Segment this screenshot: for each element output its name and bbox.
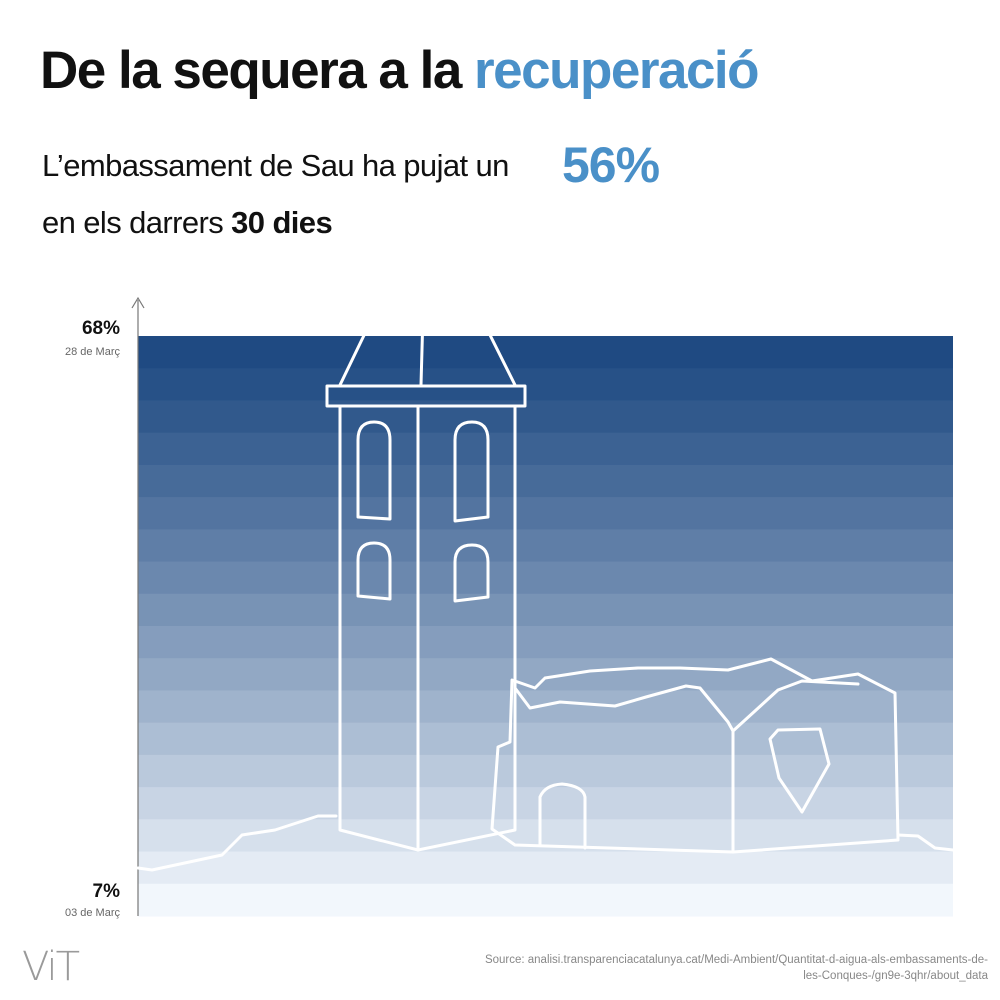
source-note: Source: analisi.transparenciacatalunya.c…: [484, 954, 988, 982]
title-accent: recuperació: [474, 41, 759, 100]
church-door-arch: [538, 782, 587, 850]
water-band: [138, 336, 953, 369]
title-main: De la sequera a la: [40, 41, 462, 100]
spire-outline: [338, 205, 517, 387]
water-band: [138, 497, 953, 530]
subtitle-line1: L’embassament de Sau ha pujat un: [42, 148, 509, 183]
tower-window-upper-left: [356, 420, 392, 521]
hillside-left-outline: [136, 814, 338, 872]
subtitle-line2: en els darrers 30 dies: [42, 205, 333, 241]
water-band: [138, 754, 953, 788]
roof-gable-outline: [731, 679, 860, 733]
tower-window-upper-right: [453, 420, 490, 523]
y-axis-arrow-icon: [131, 296, 145, 309]
water-band: [138, 561, 953, 595]
y-tick-label-top: 68%: [81, 318, 120, 339]
y-tick-date-bottom: 03 de Març: [64, 907, 120, 919]
tower-window-lower-left: [356, 541, 392, 601]
subtitle-highlight: 56%: [562, 137, 660, 193]
church-illustration: [136, 205, 955, 872]
water-band: [138, 851, 953, 885]
water-band: [138, 432, 953, 466]
y-tick-label-bottom: 7%: [92, 881, 120, 902]
water-band: [138, 722, 953, 756]
water-band: [138, 529, 953, 563]
water-band: [138, 368, 953, 402]
nave-inner-edge: [513, 684, 735, 854]
cornice-outline: [325, 384, 527, 408]
water-band: [138, 658, 953, 692]
hillside-right-outline: [896, 833, 955, 852]
water-band: [138, 593, 953, 627]
ruined-church-outline: [490, 657, 900, 854]
vit-logo: ViT: [22, 944, 80, 990]
y-tick-date-top: 28 de Març: [64, 346, 120, 358]
tower-window-lower-right: [453, 543, 490, 603]
water-band: [138, 400, 953, 434]
y-axis: [131, 296, 145, 916]
chart-title: De la sequera a la recuperació: [40, 41, 760, 100]
water-band: [138, 626, 953, 659]
water-band: [138, 464, 953, 498]
subtitle-line2-prefix: en els darrers: [42, 205, 224, 240]
water-band: [138, 787, 953, 820]
water-bands: [138, 336, 953, 917]
subtitle-line2-bold: 30 dies: [231, 205, 333, 240]
water-band: [138, 690, 953, 724]
water-band: [138, 883, 953, 917]
church-window-opening: [768, 727, 831, 814]
